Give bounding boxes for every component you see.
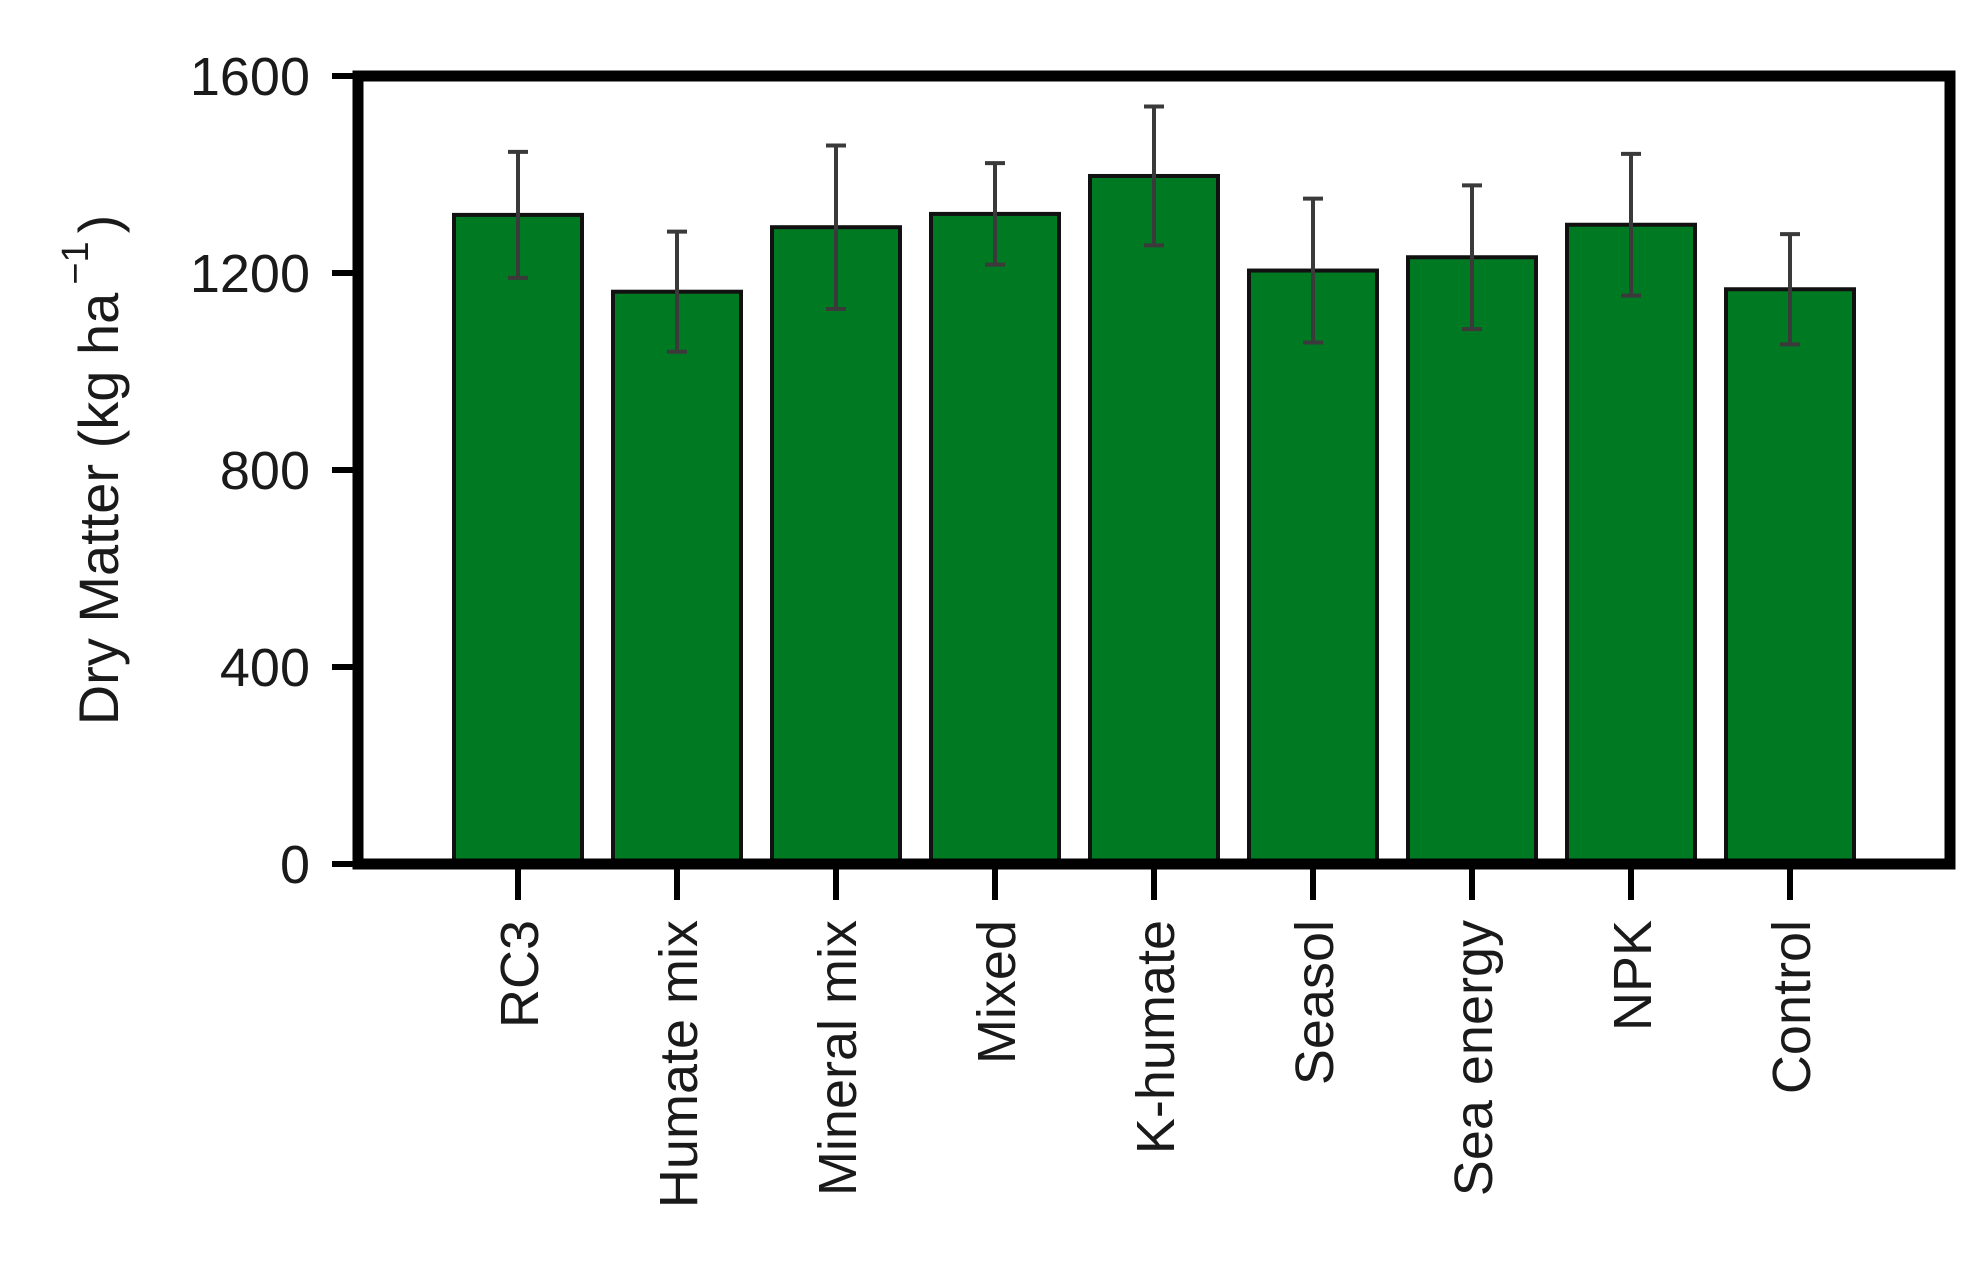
bar-humate-mix bbox=[611, 289, 743, 866]
y-axis-title-close: ) bbox=[67, 215, 130, 234]
error-bar-seasol bbox=[1303, 196, 1323, 345]
error-bar-npk bbox=[1621, 151, 1641, 298]
x-tick-label-seasol: Seasol bbox=[1285, 920, 1345, 1085]
bar-control bbox=[1724, 287, 1856, 866]
y-tick-label-800: 800 bbox=[220, 441, 310, 501]
y-tick-label-1200: 1200 bbox=[190, 244, 310, 304]
error-bars-layer bbox=[508, 104, 1800, 354]
error-bar-mineral-mix bbox=[826, 143, 846, 311]
bar-sea-energy bbox=[1406, 255, 1538, 866]
x-tick-label-npk: NPK bbox=[1603, 920, 1663, 1031]
x-axis-ticks: RC3 Humate mix Mineral mix Mixed K-humate Sea… bbox=[490, 864, 1822, 1208]
y-tick-label-400: 400 bbox=[220, 638, 310, 698]
error-bar-rc3 bbox=[508, 149, 528, 280]
bar-mixed bbox=[929, 211, 1061, 866]
y-axis-ticks: 0 400 800 1200 1600 bbox=[190, 47, 358, 895]
bar-seasol bbox=[1247, 268, 1379, 867]
bar-mineral-mix bbox=[770, 225, 902, 866]
error-bar-mixed bbox=[985, 161, 1005, 267]
error-bar-humate-mix bbox=[667, 229, 687, 354]
bar-npk bbox=[1565, 222, 1697, 867]
y-axis-title-superscript: −1 bbox=[55, 241, 97, 284]
x-tick-label-control: Control bbox=[1762, 920, 1822, 1094]
x-tick-label-mixed: Mixed bbox=[967, 920, 1027, 1064]
bar-rc3 bbox=[452, 212, 584, 866]
x-tick-label-k-humate: K-humate bbox=[1126, 920, 1186, 1154]
error-bar-control bbox=[1780, 232, 1800, 347]
x-tick-label-mineral-mix: Mineral mix bbox=[808, 920, 868, 1196]
y-axis-title-main: Dry Matter (kg ha bbox=[67, 292, 130, 725]
y-tick-label-0: 0 bbox=[280, 835, 310, 895]
x-tick-label-sea-energy: Sea energy bbox=[1444, 920, 1504, 1196]
bar-k-humate bbox=[1088, 173, 1220, 867]
x-tick-label-humate-mix: Humate mix bbox=[649, 920, 709, 1208]
x-tick-label-rc3: RC3 bbox=[490, 920, 550, 1028]
y-axis-title: Dry Matter (kg ha −1) bbox=[55, 215, 130, 726]
y-tick-label-1600: 1600 bbox=[190, 47, 310, 107]
bars-layer bbox=[452, 173, 1856, 867]
error-bar-sea-energy bbox=[1462, 183, 1482, 332]
error-bar-k-humate bbox=[1144, 104, 1164, 248]
